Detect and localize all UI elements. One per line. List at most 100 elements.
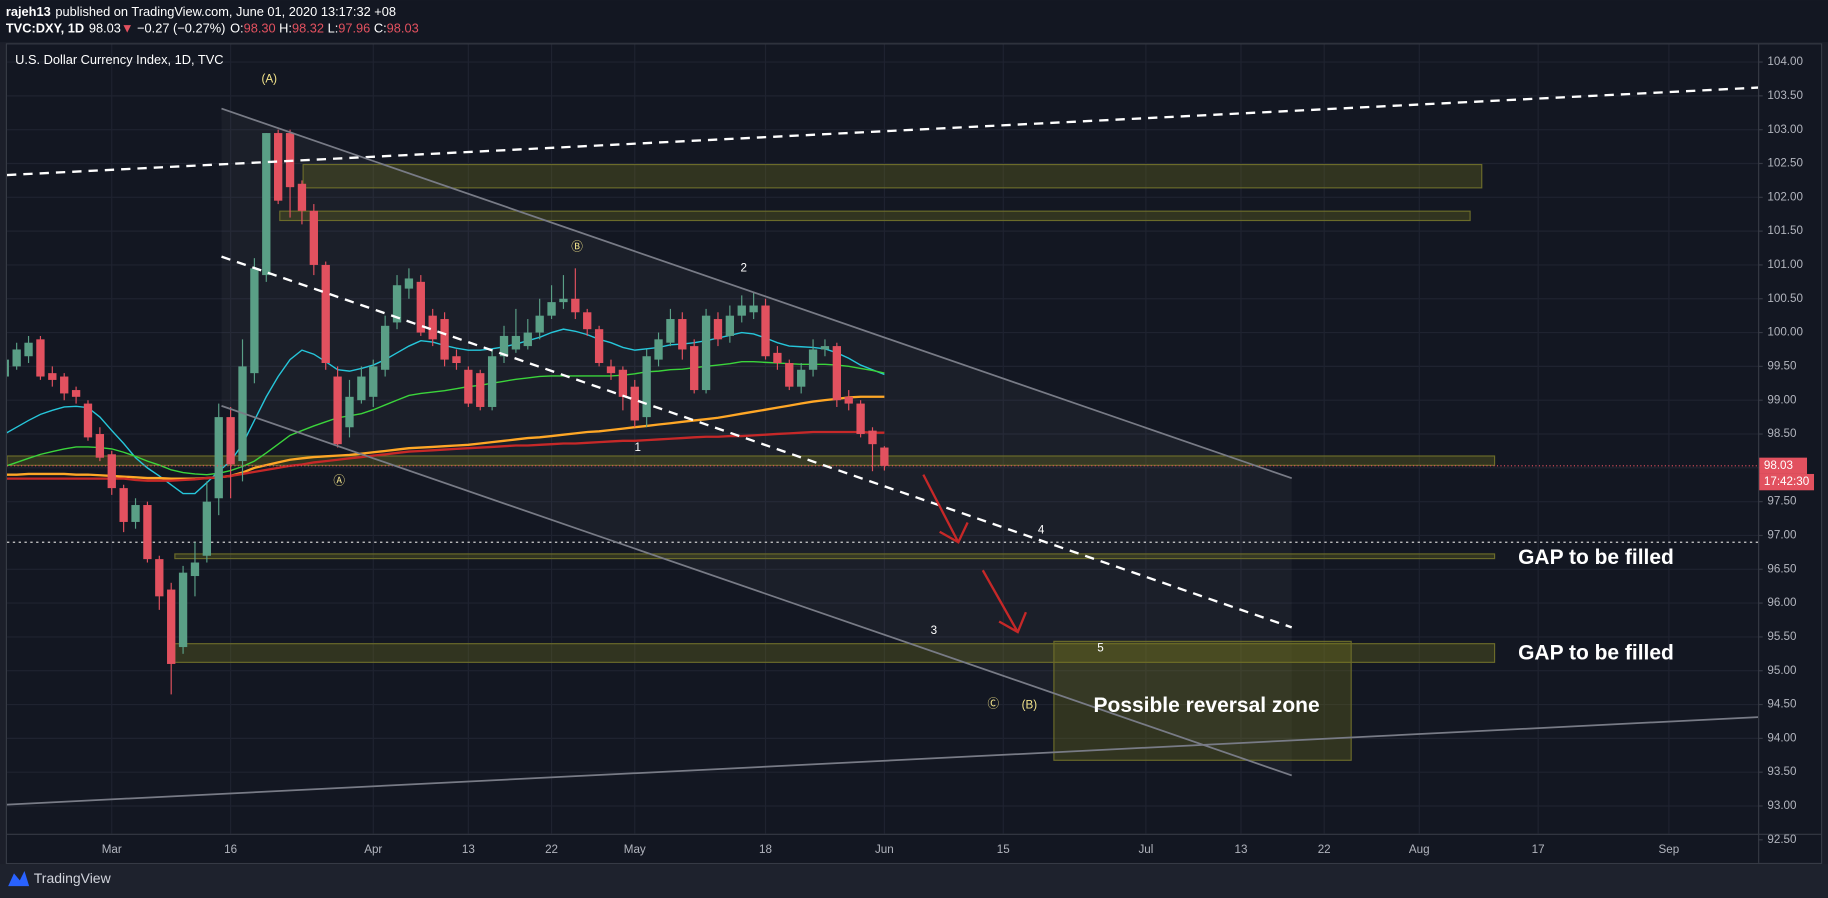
candle-body bbox=[226, 417, 235, 465]
candle-body bbox=[713, 319, 723, 340]
o-value: 98.30 bbox=[244, 21, 276, 36]
candle-body bbox=[808, 349, 818, 370]
candle-body bbox=[262, 133, 271, 276]
candle-body bbox=[309, 210, 318, 265]
candle-body bbox=[511, 335, 521, 350]
candle-body bbox=[71, 390, 81, 397]
change: −0.27 (−0.27%) bbox=[137, 21, 225, 36]
brand: TradingView bbox=[34, 870, 112, 886]
wave-label: Ⓒ bbox=[987, 697, 999, 710]
header-bar bbox=[0, 0, 1828, 43]
candle-body bbox=[737, 305, 746, 316]
candle-body bbox=[107, 454, 116, 489]
candle-body bbox=[274, 133, 283, 201]
x-tick-label: Aug bbox=[1409, 843, 1430, 856]
y-tick-label: 92.50 bbox=[1767, 833, 1797, 846]
x-tick-label: 22 bbox=[1318, 843, 1331, 856]
candle-body bbox=[464, 369, 473, 404]
candle-body bbox=[690, 346, 699, 391]
price: 98.03 bbox=[89, 21, 121, 36]
candle-body bbox=[214, 417, 223, 499]
y-tick-label: 100.00 bbox=[1767, 326, 1803, 339]
y-tick-label: 104.00 bbox=[1767, 55, 1803, 68]
candle-body bbox=[523, 332, 532, 347]
x-tick-label: May bbox=[624, 843, 646, 856]
wave-label: (B) bbox=[1022, 699, 1038, 712]
h-label: H: bbox=[279, 21, 292, 36]
ma-line bbox=[6, 395, 885, 480]
candle-body bbox=[571, 298, 580, 313]
candle-body bbox=[167, 589, 176, 664]
candle-body bbox=[297, 183, 307, 211]
y-tick-label: 102.50 bbox=[1767, 157, 1803, 170]
zone bbox=[302, 163, 1483, 189]
wave-label: 3 bbox=[931, 624, 937, 637]
candle-body bbox=[642, 356, 651, 418]
candle-body bbox=[250, 268, 259, 374]
candle-body bbox=[440, 319, 449, 360]
symbol: TVC:DXY, 1D bbox=[6, 21, 84, 36]
candle-body bbox=[832, 346, 841, 401]
y-tick-label: 94.00 bbox=[1767, 731, 1797, 744]
arrow bbox=[922, 474, 969, 544]
x-tick-label: Mar bbox=[102, 843, 122, 856]
arrow bbox=[981, 569, 1027, 634]
h-value: 98.32 bbox=[292, 21, 324, 36]
y-tick-label: 96.00 bbox=[1767, 596, 1797, 609]
gap-zone bbox=[174, 553, 1496, 560]
y-tick-label: 100.50 bbox=[1767, 292, 1803, 305]
candle-body bbox=[725, 315, 735, 336]
x-tick-label: 13 bbox=[462, 843, 475, 856]
gap-note: GAP to be filled bbox=[1518, 642, 1674, 665]
y-tick-label: 99.50 bbox=[1767, 359, 1797, 372]
candle-body bbox=[95, 434, 105, 458]
candle-body bbox=[24, 342, 33, 357]
x-tick-label: Jun bbox=[875, 843, 894, 856]
channel-line bbox=[221, 107, 1293, 479]
x-tick-label: 13 bbox=[1235, 843, 1248, 856]
candle-body bbox=[416, 281, 425, 333]
y-tick-label: 97.50 bbox=[1767, 495, 1797, 508]
wave-label: (A) bbox=[262, 73, 278, 86]
header-line-2: TVC:DXY, 1D 98.03▼ −0.27 (−0.27%) O:98.30 H:… bbox=[6, 21, 419, 36]
chart-pane bbox=[5, 43, 1823, 865]
y-tick-label: 103.50 bbox=[1767, 89, 1803, 102]
x-tick-label: Jul bbox=[1138, 843, 1153, 856]
x-tick-label: 17 bbox=[1532, 843, 1545, 856]
y-tick-label: 95.00 bbox=[1767, 664, 1797, 677]
candle-body bbox=[60, 376, 69, 394]
candle-body bbox=[594, 329, 604, 364]
y-tick-label: 93.50 bbox=[1767, 765, 1797, 778]
candle-body bbox=[321, 264, 330, 364]
dashed-trend bbox=[6, 86, 1759, 177]
candle-body bbox=[547, 302, 556, 316]
candle-body bbox=[773, 352, 782, 364]
countdown-box bbox=[1759, 473, 1815, 491]
candle-body bbox=[487, 356, 497, 407]
candle-body bbox=[357, 376, 366, 401]
candle-body bbox=[369, 366, 378, 397]
candle-body bbox=[190, 562, 200, 577]
header-line-1: rajeh13 published on TradingView.com, Jun… bbox=[6, 4, 396, 19]
y-tick-label: 96.50 bbox=[1767, 562, 1797, 575]
y-tick-label: 103.00 bbox=[1767, 123, 1803, 136]
candle-body bbox=[131, 505, 140, 522]
x-axis-bar bbox=[6, 833, 1759, 863]
wave-label: 4 bbox=[1038, 524, 1045, 537]
y-tick-label: 99.00 bbox=[1767, 393, 1797, 406]
x-tick-label: 18 bbox=[759, 843, 772, 856]
zone-note: Possible reversal zone bbox=[1094, 694, 1320, 717]
wave-label: 2 bbox=[741, 261, 747, 274]
zone bbox=[6, 455, 1496, 466]
candle-body bbox=[6, 359, 9, 377]
candle-body bbox=[868, 430, 877, 445]
candle-body bbox=[844, 396, 853, 404]
candle-body bbox=[785, 363, 794, 387]
candle-body bbox=[606, 366, 616, 374]
y-tick-label: 94.50 bbox=[1767, 698, 1797, 711]
candle-body bbox=[119, 488, 128, 522]
publisher: rajeh13 bbox=[6, 4, 51, 19]
candle-body bbox=[333, 376, 342, 445]
candle-body bbox=[618, 369, 628, 397]
l-label: L: bbox=[328, 21, 339, 36]
